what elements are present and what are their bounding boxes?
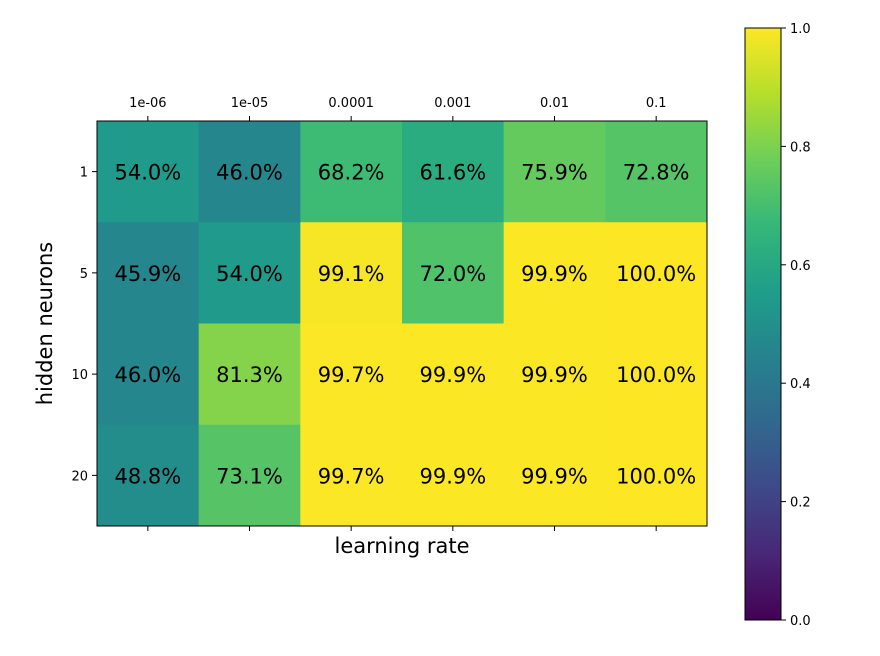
cell-value-label: 46.0% xyxy=(216,161,283,185)
cell-value-label: 99.9% xyxy=(419,464,486,488)
cell-value-label: 100.0% xyxy=(616,363,696,387)
cell-value-label: 99.1% xyxy=(318,262,385,286)
y-tick-label: 20 xyxy=(71,469,88,484)
colorbar-tick-label: 0.2 xyxy=(790,496,811,511)
cell-value-label: 99.9% xyxy=(521,363,588,387)
cell-value-label: 75.9% xyxy=(521,161,588,185)
cell-value-label: 99.7% xyxy=(318,363,385,387)
colorbar xyxy=(745,28,781,620)
colorbar-tick-label: 1.0 xyxy=(790,22,811,37)
y-tick-label: 5 xyxy=(80,267,88,282)
x-tick-label: 0.01 xyxy=(540,96,569,111)
cell-value-label: 99.9% xyxy=(419,363,486,387)
cell-value-label: 68.2% xyxy=(318,161,385,185)
cell-value-label: 48.8% xyxy=(114,464,181,488)
cell-value-label: 100.0% xyxy=(616,464,696,488)
cell-value-label: 99.9% xyxy=(521,464,588,488)
cell-value-label: 54.0% xyxy=(216,262,283,286)
colorbar-tick-label: 0.8 xyxy=(790,140,811,155)
x-tick-label: 0.1 xyxy=(646,96,667,111)
cell-value-label: 99.9% xyxy=(521,262,588,286)
colorbar-tick-label: 0.4 xyxy=(790,377,811,392)
cell-value-label: 99.7% xyxy=(318,464,385,488)
cell-value-label: 81.3% xyxy=(216,363,283,387)
cell-value-label: 72.8% xyxy=(623,161,690,185)
y-tick-label: 1 xyxy=(80,166,88,181)
cell-value-label: 72.0% xyxy=(419,262,486,286)
y-axis-label: hidden neurons xyxy=(33,242,57,406)
x-tick-label: 0.001 xyxy=(434,96,471,111)
x-tick-label: 0.0001 xyxy=(328,96,374,111)
cell-value-label: 45.9% xyxy=(114,262,181,286)
x-axis-label: learning rate xyxy=(334,534,469,558)
colorbar-tick-label: 0.6 xyxy=(790,259,811,274)
cell-value-label: 73.1% xyxy=(216,464,283,488)
cell-value-label: 61.6% xyxy=(419,161,486,185)
cell-value-label: 46.0% xyxy=(114,363,181,387)
colorbar-tick-label: 0.0 xyxy=(790,614,811,629)
cell-value-label: 100.0% xyxy=(616,262,696,286)
y-tick-label: 10 xyxy=(71,368,88,383)
x-tick-label: 1e-06 xyxy=(129,96,167,111)
x-tick-label: 1e-05 xyxy=(231,96,269,111)
cell-value-label: 54.0% xyxy=(114,161,181,185)
